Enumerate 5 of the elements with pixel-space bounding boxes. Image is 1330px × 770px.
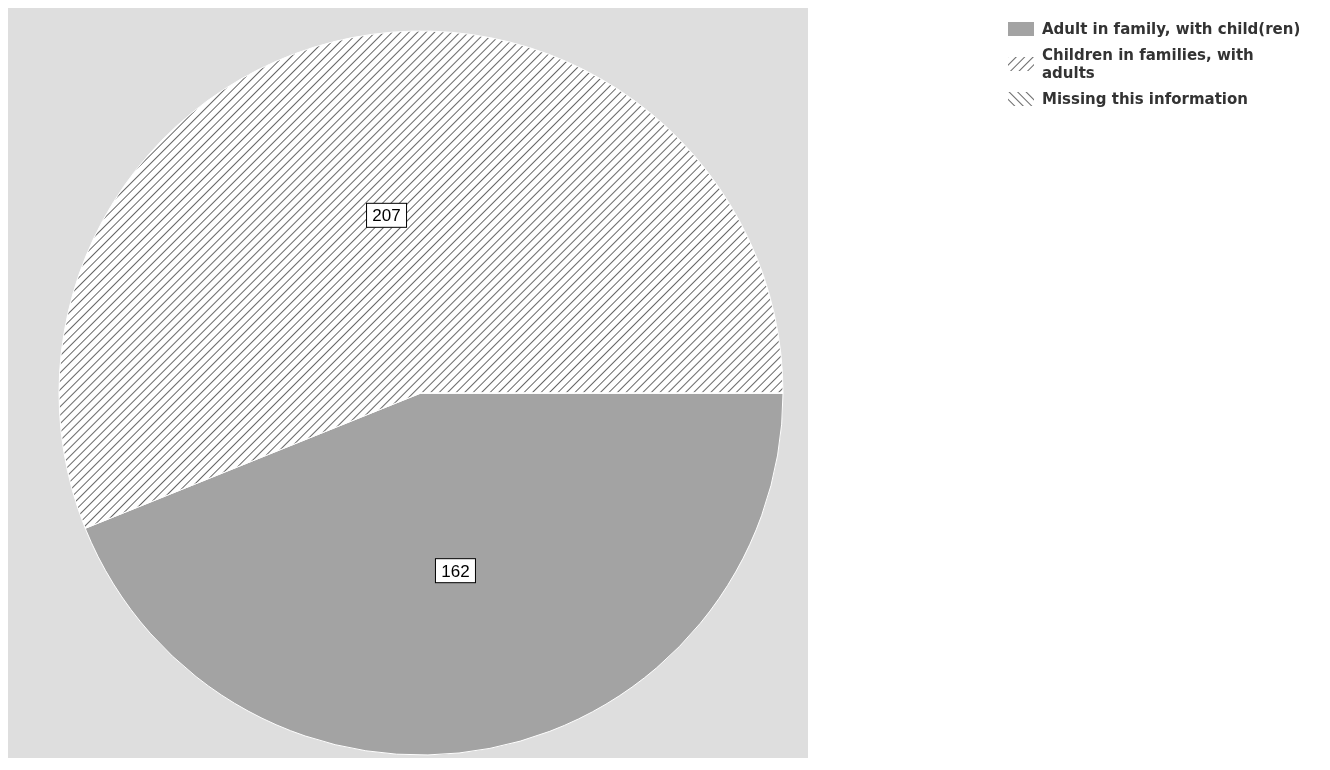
legend-label: Adult in family, with child(ren) — [1042, 20, 1301, 38]
legend-label: Missing this information — [1042, 90, 1248, 108]
data-label: 207 — [372, 206, 401, 226]
data-label: 162 — [441, 561, 470, 581]
legend-label: Children in families, with adults — [1042, 46, 1254, 82]
